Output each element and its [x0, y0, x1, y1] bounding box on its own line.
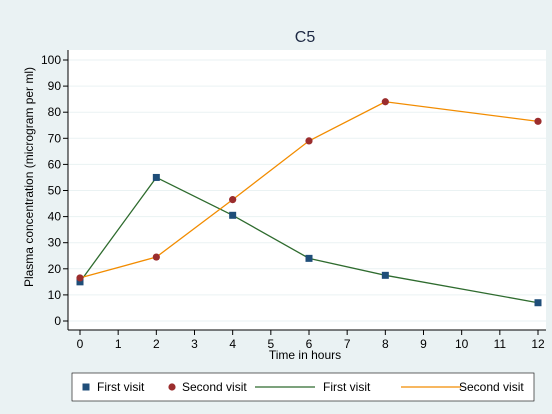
- x-tick-label: 5: [267, 337, 274, 351]
- data-point-circle: [229, 196, 237, 204]
- data-point-circle: [152, 253, 160, 261]
- legend-symbol-circle: [168, 383, 176, 391]
- data-point-square: [305, 254, 313, 262]
- data-point-circle: [534, 117, 542, 125]
- legend-label: Second visit: [459, 380, 524, 394]
- x-tick-label: 3: [191, 337, 198, 351]
- data-point-circle: [381, 98, 389, 106]
- data-point-square: [534, 299, 542, 307]
- data-point-circle: [305, 137, 313, 145]
- legend-label: First visit: [323, 380, 371, 394]
- legend-label: First visit: [97, 380, 145, 394]
- chart-title: C5: [295, 29, 316, 46]
- x-tick-label: 0: [77, 337, 84, 351]
- series-line: [79, 176, 539, 304]
- data-point-square: [229, 211, 237, 219]
- x-tick-label: 4: [229, 337, 236, 351]
- x-tick-label: 1: [115, 337, 122, 351]
- x-tick-label: 11: [494, 337, 507, 351]
- y-tick-label: 10: [48, 288, 62, 302]
- x-axis-ticks: 0 1 2 3 4 5 6 7 8 9 10 11 12: [77, 330, 545, 351]
- y-tick-label: 40: [48, 210, 62, 224]
- data-point-square: [76, 278, 84, 286]
- y-tick-label: 50: [48, 184, 62, 198]
- y-tick-label: 0: [54, 314, 61, 328]
- data-point-square: [152, 173, 160, 181]
- y-tick-label: 30: [48, 236, 62, 250]
- legend-items: First visit Second visit First visit Second…: [82, 380, 524, 394]
- y-tick-label: 70: [48, 131, 62, 145]
- series-layer: [76, 98, 542, 307]
- y-axis-title: Plasma concentration (microgram per ml): [22, 67, 36, 287]
- x-tick-label: 12: [531, 337, 545, 351]
- legend-label: Second visit: [182, 380, 247, 394]
- x-tick-label: 7: [344, 337, 351, 351]
- x-tick-label: 8: [382, 337, 389, 351]
- gridlines: [68, 59, 546, 322]
- y-tick-label: 100: [41, 53, 61, 67]
- y-tick-label: 20: [48, 262, 62, 276]
- x-tick-label: 2: [153, 337, 160, 351]
- x-tick-label: 9: [420, 337, 427, 351]
- legend-symbol-square: [82, 383, 90, 391]
- series-line: [79, 101, 539, 279]
- x-axis-title: Time in hours: [269, 348, 341, 362]
- y-axis-ticks: 0 10 20 30 40 50 60 70 80 90 100: [41, 53, 68, 328]
- y-tick-label: 90: [48, 79, 62, 93]
- x-tick-label: 10: [455, 337, 469, 351]
- data-point-circle: [76, 274, 84, 282]
- data-point-square: [381, 271, 389, 279]
- y-tick-label: 60: [48, 157, 62, 171]
- y-tick-label: 80: [48, 105, 62, 119]
- x-tick-label: 6: [306, 337, 313, 351]
